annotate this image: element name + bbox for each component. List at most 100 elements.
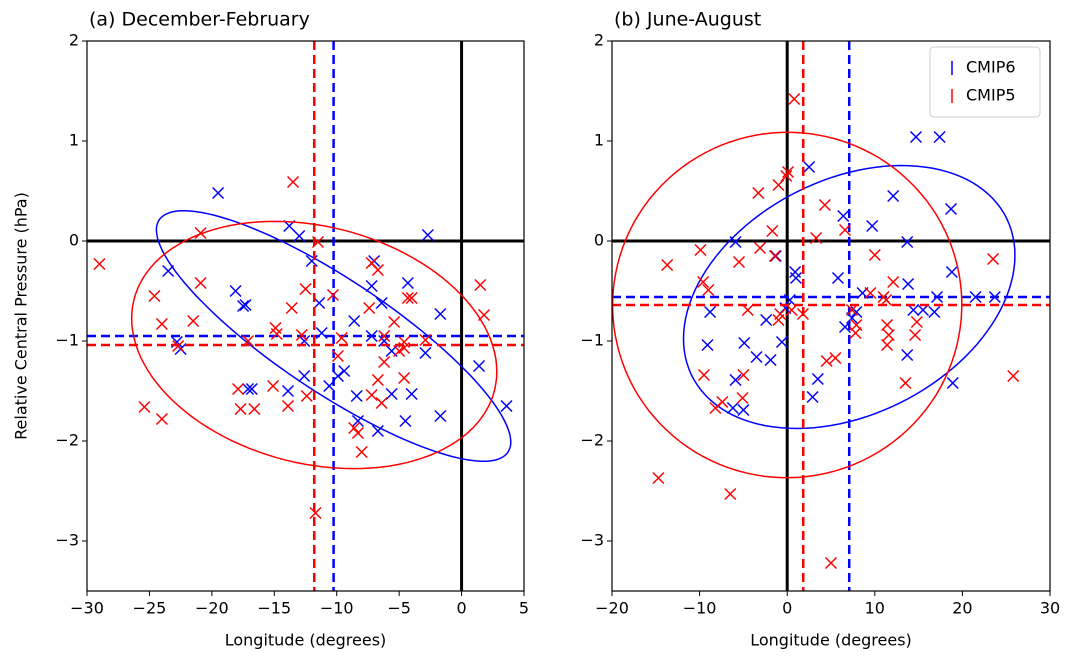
- y-tick-label: 2: [69, 31, 79, 50]
- plot-area: [612, 41, 1050, 591]
- point: [866, 219, 879, 233]
- point: [774, 307, 787, 321]
- x-tick-label: −30: [70, 599, 104, 618]
- point: [775, 335, 788, 349]
- point: [818, 198, 831, 212]
- point: [824, 556, 838, 570]
- point: [831, 271, 845, 285]
- point: [829, 351, 842, 365]
- point: [434, 409, 447, 423]
- point: [93, 257, 106, 271]
- point: [371, 424, 384, 438]
- point: [704, 305, 717, 319]
- point: [245, 382, 258, 396]
- point: [909, 328, 922, 342]
- point: [729, 235, 742, 249]
- y-tick-label: 1: [594, 131, 604, 150]
- point: [267, 379, 280, 393]
- point: [398, 335, 411, 349]
- point: [405, 387, 418, 401]
- point: [752, 186, 765, 200]
- legend-label: CMIP6: [966, 58, 1016, 77]
- point: [738, 336, 751, 350]
- point: [946, 376, 959, 390]
- point: [881, 338, 894, 352]
- point: [820, 354, 833, 368]
- point: [348, 421, 361, 435]
- point: [928, 305, 941, 319]
- point: [754, 241, 767, 255]
- x-tick-label: −5: [387, 599, 411, 618]
- point: [348, 314, 361, 328]
- point: [248, 402, 261, 416]
- point: [351, 426, 364, 440]
- point: [138, 400, 151, 414]
- point: [172, 339, 185, 353]
- point: [768, 249, 781, 263]
- x-tick-label: 5: [519, 599, 529, 618]
- point: [880, 293, 893, 307]
- y-tick-label: −2: [55, 431, 79, 450]
- point: [270, 327, 283, 341]
- point: [969, 290, 982, 304]
- point: [421, 228, 434, 242]
- point: [750, 350, 763, 364]
- point: [837, 209, 850, 223]
- x-tick-label: 0: [456, 599, 466, 618]
- point: [907, 303, 920, 317]
- panel: (a) December-February Longitude (degrees)…: [12, 9, 530, 650]
- plot-area: [87, 41, 524, 591]
- point: [732, 255, 746, 269]
- point: [419, 346, 432, 360]
- point: [148, 289, 161, 303]
- point: [652, 471, 665, 485]
- point: [933, 130, 946, 144]
- point: [281, 384, 295, 398]
- point: [887, 189, 900, 203]
- y-tick-label: 0: [69, 231, 79, 250]
- point: [780, 169, 793, 183]
- point: [398, 341, 411, 355]
- point: [315, 326, 328, 340]
- point: [155, 412, 168, 426]
- point: [285, 301, 298, 315]
- point: [293, 229, 306, 243]
- legend: CMIP6 CMIP5: [929, 46, 1041, 118]
- point: [803, 160, 816, 174]
- point: [910, 315, 923, 329]
- point: [309, 506, 322, 520]
- point: [295, 328, 308, 342]
- x-axis-label: Longitude (degrees): [750, 631, 912, 650]
- point: [281, 399, 295, 413]
- point: [741, 303, 754, 317]
- point: [944, 202, 958, 216]
- point: [194, 276, 207, 290]
- point: [702, 283, 715, 297]
- point: [242, 382, 255, 396]
- point: [388, 315, 401, 329]
- point: [385, 387, 398, 401]
- point: [772, 178, 785, 192]
- point: [401, 291, 414, 305]
- point: [806, 390, 819, 404]
- point: [162, 264, 175, 278]
- ellipse: [155, 210, 512, 462]
- point: [311, 235, 325, 249]
- point: [838, 320, 852, 334]
- point: [300, 389, 313, 403]
- point: [399, 414, 412, 428]
- ellipse: [130, 220, 498, 470]
- point: [811, 372, 824, 386]
- point: [716, 395, 729, 409]
- y-tick-label: 1: [69, 131, 79, 150]
- y-tick-label: −3: [55, 531, 79, 550]
- x-tick-label: −15: [257, 599, 291, 618]
- point: [194, 226, 207, 240]
- point: [478, 308, 491, 322]
- x-axis-label: Longitude (degrees): [225, 631, 387, 650]
- point: [473, 359, 486, 373]
- point: [331, 349, 344, 363]
- point: [736, 391, 749, 405]
- point: [882, 328, 895, 342]
- point: [401, 276, 414, 290]
